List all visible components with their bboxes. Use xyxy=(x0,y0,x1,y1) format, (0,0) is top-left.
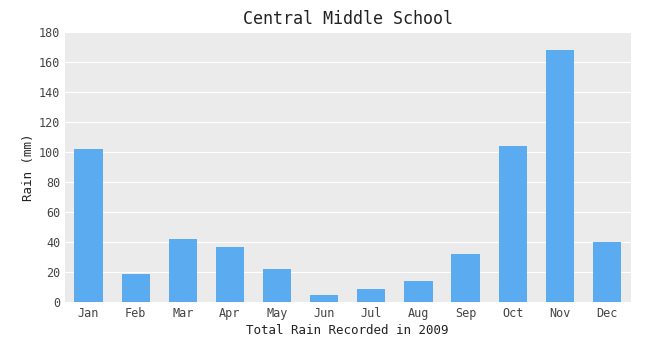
Bar xyxy=(545,50,574,302)
Bar xyxy=(404,282,433,302)
X-axis label: Total Rain Recorded in 2009: Total Rain Recorded in 2009 xyxy=(246,324,449,337)
Bar xyxy=(451,255,480,302)
Bar xyxy=(216,247,244,302)
Bar xyxy=(499,147,526,302)
Bar xyxy=(122,274,150,302)
Bar xyxy=(263,269,291,302)
Bar xyxy=(74,149,103,302)
Bar xyxy=(593,242,621,302)
Title: Central Middle School: Central Middle School xyxy=(242,10,453,28)
Bar xyxy=(358,289,385,302)
Bar xyxy=(169,239,197,302)
Y-axis label: Rain (mm): Rain (mm) xyxy=(21,134,34,201)
Bar xyxy=(310,295,338,302)
